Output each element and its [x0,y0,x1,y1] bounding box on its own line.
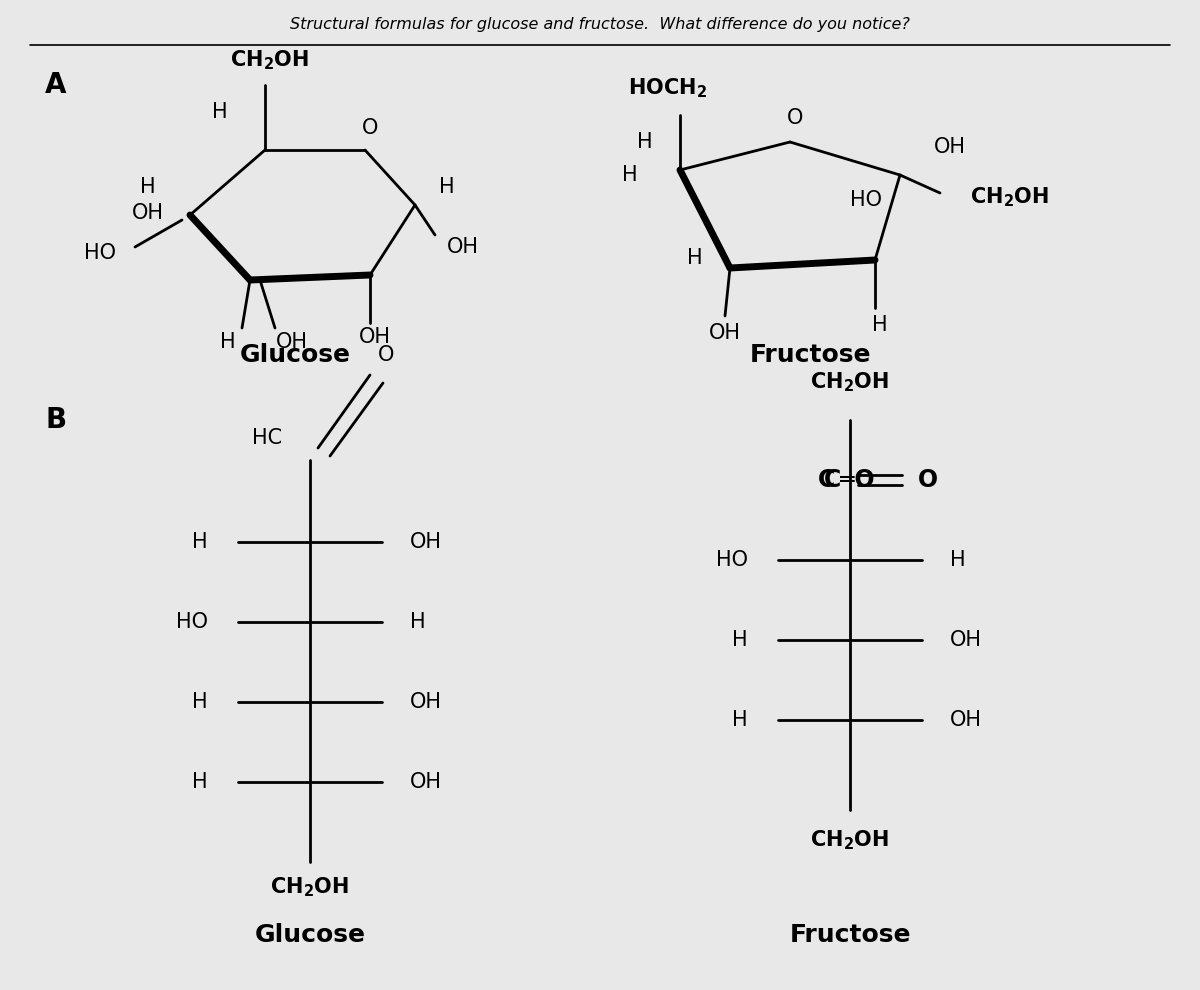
Text: HO: HO [850,190,882,210]
Text: Glucose: Glucose [254,923,366,947]
Text: H: H [192,692,208,712]
Text: $\mathregular{CH_2OH}$: $\mathregular{CH_2OH}$ [230,49,310,72]
Text: OH: OH [446,237,479,257]
Text: $\mathregular{HOCH_2}$: $\mathregular{HOCH_2}$ [629,76,708,100]
Text: H: H [410,612,426,632]
Text: $\mathregular{CH_2OH}$: $\mathregular{CH_2OH}$ [971,185,1050,209]
Text: H: H [140,177,156,197]
Text: Structural formulas for glucose and fructose.  What difference do you notice?: Structural formulas for glucose and fruc… [290,18,910,33]
Text: $\mathregular{CH_2OH}$: $\mathregular{CH_2OH}$ [810,829,889,851]
Text: H: H [220,332,236,352]
Text: O: O [918,468,938,492]
Text: Fructose: Fructose [749,343,871,367]
Text: C═O: C═O [824,468,876,492]
Text: H: H [212,102,228,122]
Text: OH: OH [276,332,308,352]
Text: O: O [787,108,803,128]
Text: OH: OH [132,203,164,223]
Text: Fructose: Fructose [790,923,911,947]
Text: H: H [688,248,703,268]
Text: A: A [46,71,66,99]
Text: HO: HO [84,243,116,263]
Text: HO: HO [176,612,208,632]
Text: HC: HC [252,428,282,448]
Text: Glucose: Glucose [240,343,350,367]
Text: OH: OH [709,323,742,343]
Text: OH: OH [410,772,442,792]
Text: O: O [378,345,394,365]
Text: OH: OH [359,327,391,347]
Text: B: B [46,406,66,434]
Text: H: H [732,630,748,650]
Text: H: H [637,132,653,152]
Text: O: O [362,118,378,138]
Text: H: H [872,315,888,335]
Text: OH: OH [410,532,442,552]
Text: H: H [439,177,455,197]
Text: H: H [732,710,748,730]
Text: C: C [817,468,835,492]
Text: OH: OH [934,137,966,157]
Text: H: H [622,165,638,185]
Text: OH: OH [950,710,982,730]
Text: HO: HO [716,550,748,570]
Text: H: H [950,550,966,570]
Text: H: H [192,772,208,792]
Text: $\mathregular{CH_2OH}$: $\mathregular{CH_2OH}$ [270,875,349,899]
Text: OH: OH [410,692,442,712]
Text: $\mathregular{CH_2OH}$: $\mathregular{CH_2OH}$ [810,370,889,394]
Text: OH: OH [950,630,982,650]
Text: H: H [192,532,208,552]
